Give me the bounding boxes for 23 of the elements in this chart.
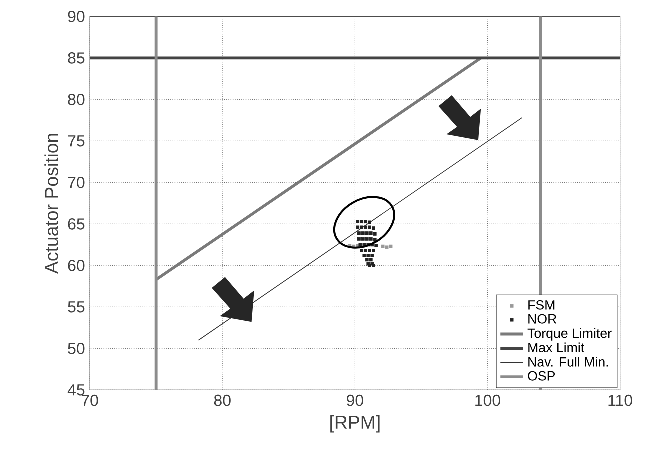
legend-label: FSM <box>528 300 555 310</box>
y-tick-label: 85 <box>68 52 85 64</box>
x-tick-label: 80 <box>214 394 231 406</box>
y-tick-label: 55 <box>68 302 85 313</box>
x-tick-label: 100 <box>476 394 500 406</box>
x-tick-label: 90 <box>347 394 364 406</box>
legend-label: OSP <box>528 371 556 381</box>
y-tick-label: 80 <box>68 94 85 106</box>
legend-label: NOR <box>528 314 557 324</box>
x-tick-label: 70 <box>82 394 98 406</box>
x-axis-title: [RPM] <box>330 415 380 433</box>
legend-label: Torque Limiter <box>528 328 612 341</box>
legend-label: Nav. Full Min. <box>528 356 608 367</box>
y-tick-label: 65 <box>68 218 85 230</box>
y-tick-label: 50 <box>68 342 85 354</box>
y-tick-label: 70 <box>68 176 85 188</box>
x-tick-label: 110 <box>608 394 632 406</box>
y-tick-label: 45 <box>68 384 85 396</box>
legend-label: Max Limit <box>528 342 584 352</box>
y-axis-title: Actuator Position <box>44 134 58 274</box>
y-tick-label: 60 <box>68 260 85 272</box>
y-tick-label: 75 <box>68 136 85 147</box>
y-tick-label: 90 <box>68 10 85 22</box>
